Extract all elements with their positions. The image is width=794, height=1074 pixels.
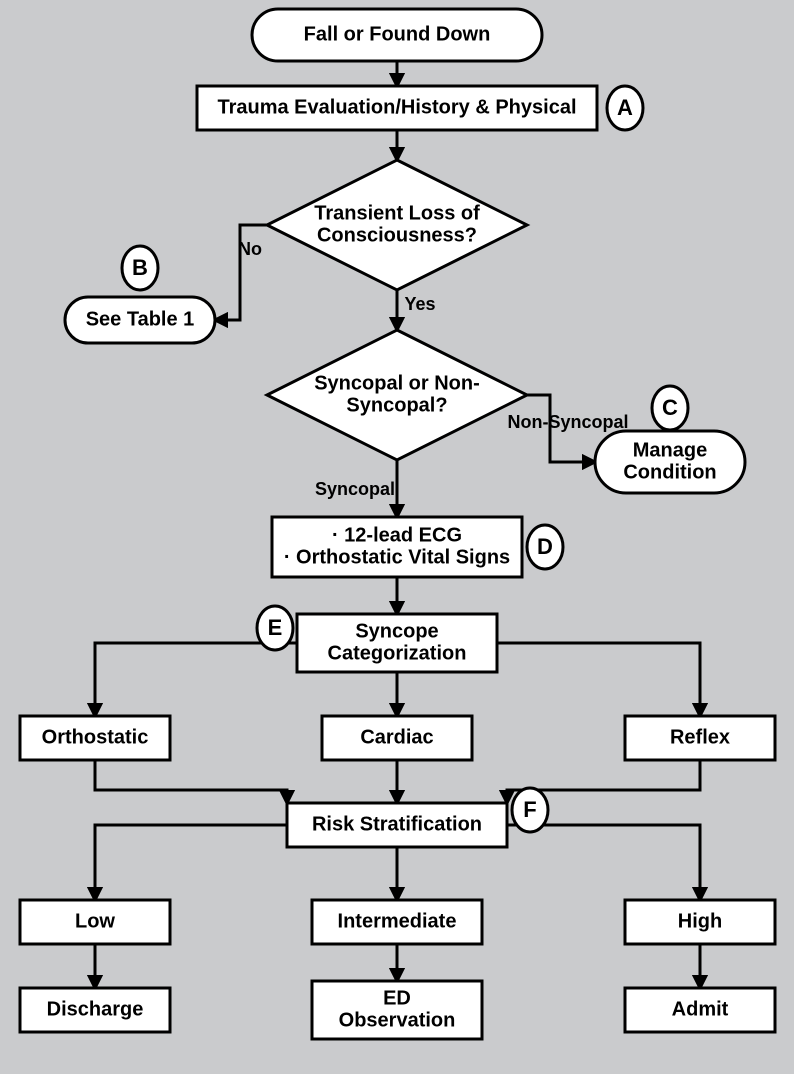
node-label-high-0: High <box>678 910 722 932</box>
letter-label-F: F <box>523 797 536 822</box>
letter-label-C: C <box>662 395 678 420</box>
node-ecg: · 12-lead ECG· Orthostatic Vital Signs <box>272 517 522 577</box>
edge-label-tloc-see_table: No <box>238 239 262 259</box>
node-risk_strat: Risk Stratification <box>287 803 507 847</box>
node-manage: ManageCondition <box>595 431 745 493</box>
node-label-see_table-0: See Table 1 <box>86 308 195 330</box>
letter-F: F <box>512 788 548 832</box>
edge-label-tloc-sync_q: Yes <box>404 294 435 314</box>
edge-label-sync_q-manage: Non-Syncopal <box>507 412 628 432</box>
node-label-manage-1: Condition <box>623 461 716 483</box>
node-cardiac: Cardiac <box>322 716 472 760</box>
node-label-discharge-0: Discharge <box>47 998 144 1020</box>
node-label-ed_obs-0: ED <box>383 987 411 1009</box>
node-label-start-0: Fall or Found Down <box>304 23 491 45</box>
letter-E: E <box>257 606 293 650</box>
node-orthostatic: Orthostatic <box>20 716 170 760</box>
letter-label-B: B <box>132 255 148 280</box>
letter-label-E: E <box>268 615 283 640</box>
letter-C: C <box>652 386 688 430</box>
node-trauma: Trauma Evaluation/History & Physical <box>197 86 597 130</box>
node-label-cardiac-0: Cardiac <box>360 726 433 748</box>
node-label-tloc-0: Transient Loss of <box>314 202 480 224</box>
node-reflex: Reflex <box>625 716 775 760</box>
node-see_table: See Table 1 <box>65 297 215 343</box>
node-admit: Admit <box>625 988 775 1032</box>
node-ed_obs: EDObservation <box>312 981 482 1039</box>
letter-B: B <box>122 246 158 290</box>
node-label-ecg-1: · Orthostatic Vital Signs <box>284 546 510 568</box>
node-label-intermediate-0: Intermediate <box>338 910 457 932</box>
node-label-sync_cat-0: Syncope <box>355 620 438 642</box>
node-label-sync_q-1: Syncopal? <box>346 394 447 416</box>
node-label-sync_cat-1: Categorization <box>328 642 467 664</box>
node-label-low-0: Low <box>75 910 115 932</box>
node-label-admit-0: Admit <box>672 998 729 1020</box>
node-sync_cat: SyncopeCategorization <box>297 614 497 672</box>
node-low: Low <box>20 900 170 944</box>
node-label-tloc-1: Consciousness? <box>317 224 477 246</box>
node-label-risk_strat-0: Risk Stratification <box>312 813 482 835</box>
node-label-orthostatic-0: Orthostatic <box>42 726 149 748</box>
letter-label-A: A <box>617 95 633 120</box>
node-label-ecg-0: · 12-lead ECG <box>332 524 462 546</box>
flowchart: No Yes Non-Syncopal Syncopal Fall or Found D… <box>0 0 794 1074</box>
node-high: High <box>625 900 775 944</box>
node-label-reflex-0: Reflex <box>670 726 730 748</box>
node-start: Fall or Found Down <box>252 9 542 61</box>
edge-label-sync_q-ecg: Syncopal <box>315 479 395 499</box>
node-intermediate: Intermediate <box>312 900 482 944</box>
node-discharge: Discharge <box>20 988 170 1032</box>
node-label-manage-0: Manage <box>633 439 707 461</box>
letter-label-D: D <box>537 534 553 559</box>
node-label-ed_obs-1: Observation <box>339 1009 456 1031</box>
node-label-sync_q-0: Syncopal or Non- <box>314 372 480 394</box>
letter-A: A <box>607 86 643 130</box>
letter-D: D <box>527 525 563 569</box>
node-label-trauma-0: Trauma Evaluation/History & Physical <box>217 96 576 118</box>
